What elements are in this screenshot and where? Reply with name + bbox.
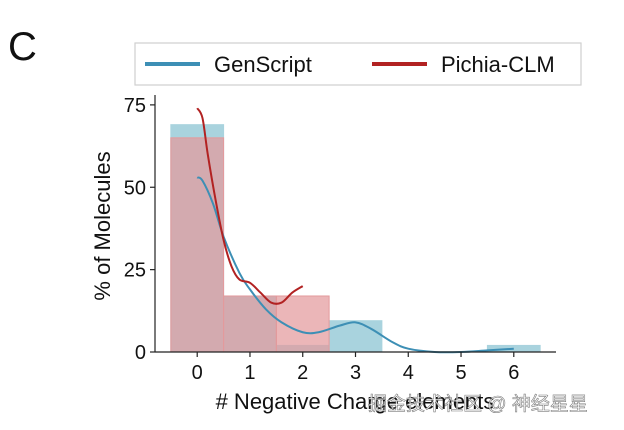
y-tick-label: 25 <box>124 260 146 282</box>
legend: GenScript Pichia-CLM <box>134 42 582 86</box>
x-tick-label: 1 <box>244 362 255 384</box>
kde-curve-pichia-clm <box>196 107 304 305</box>
panel-letter: C <box>8 25 37 69</box>
watermark: 掘金技术社区 @ 神经星星 <box>368 393 588 415</box>
bar-pichia-clm-1 <box>223 295 277 353</box>
y-tick-label: 0 <box>135 342 146 364</box>
y-tick-label: 50 <box>124 177 146 199</box>
x-axis-label: # Negative Charge elements <box>216 389 495 414</box>
legend-label-pichia-clm: Pichia-CLM <box>441 52 555 77</box>
x-tick-label: 0 <box>192 362 203 384</box>
legend-box <box>134 42 582 86</box>
bar-pichia-clm-0 <box>170 137 225 353</box>
x-tick-label: 5 <box>455 362 466 384</box>
x-tick-label: 4 <box>403 362 414 384</box>
y-axis-label: % of Molecules <box>90 151 115 300</box>
x-tick-label: 3 <box>350 362 361 384</box>
x-tick-label: 6 <box>508 362 519 384</box>
histogram-bars <box>170 124 541 353</box>
legend-label-genscript: GenScript <box>214 52 312 77</box>
y-tick-label: 75 <box>124 95 146 117</box>
x-tick-label: 2 <box>297 362 308 384</box>
axes: 0 25 50 75 0 1 2 3 4 5 6 <box>124 95 556 384</box>
